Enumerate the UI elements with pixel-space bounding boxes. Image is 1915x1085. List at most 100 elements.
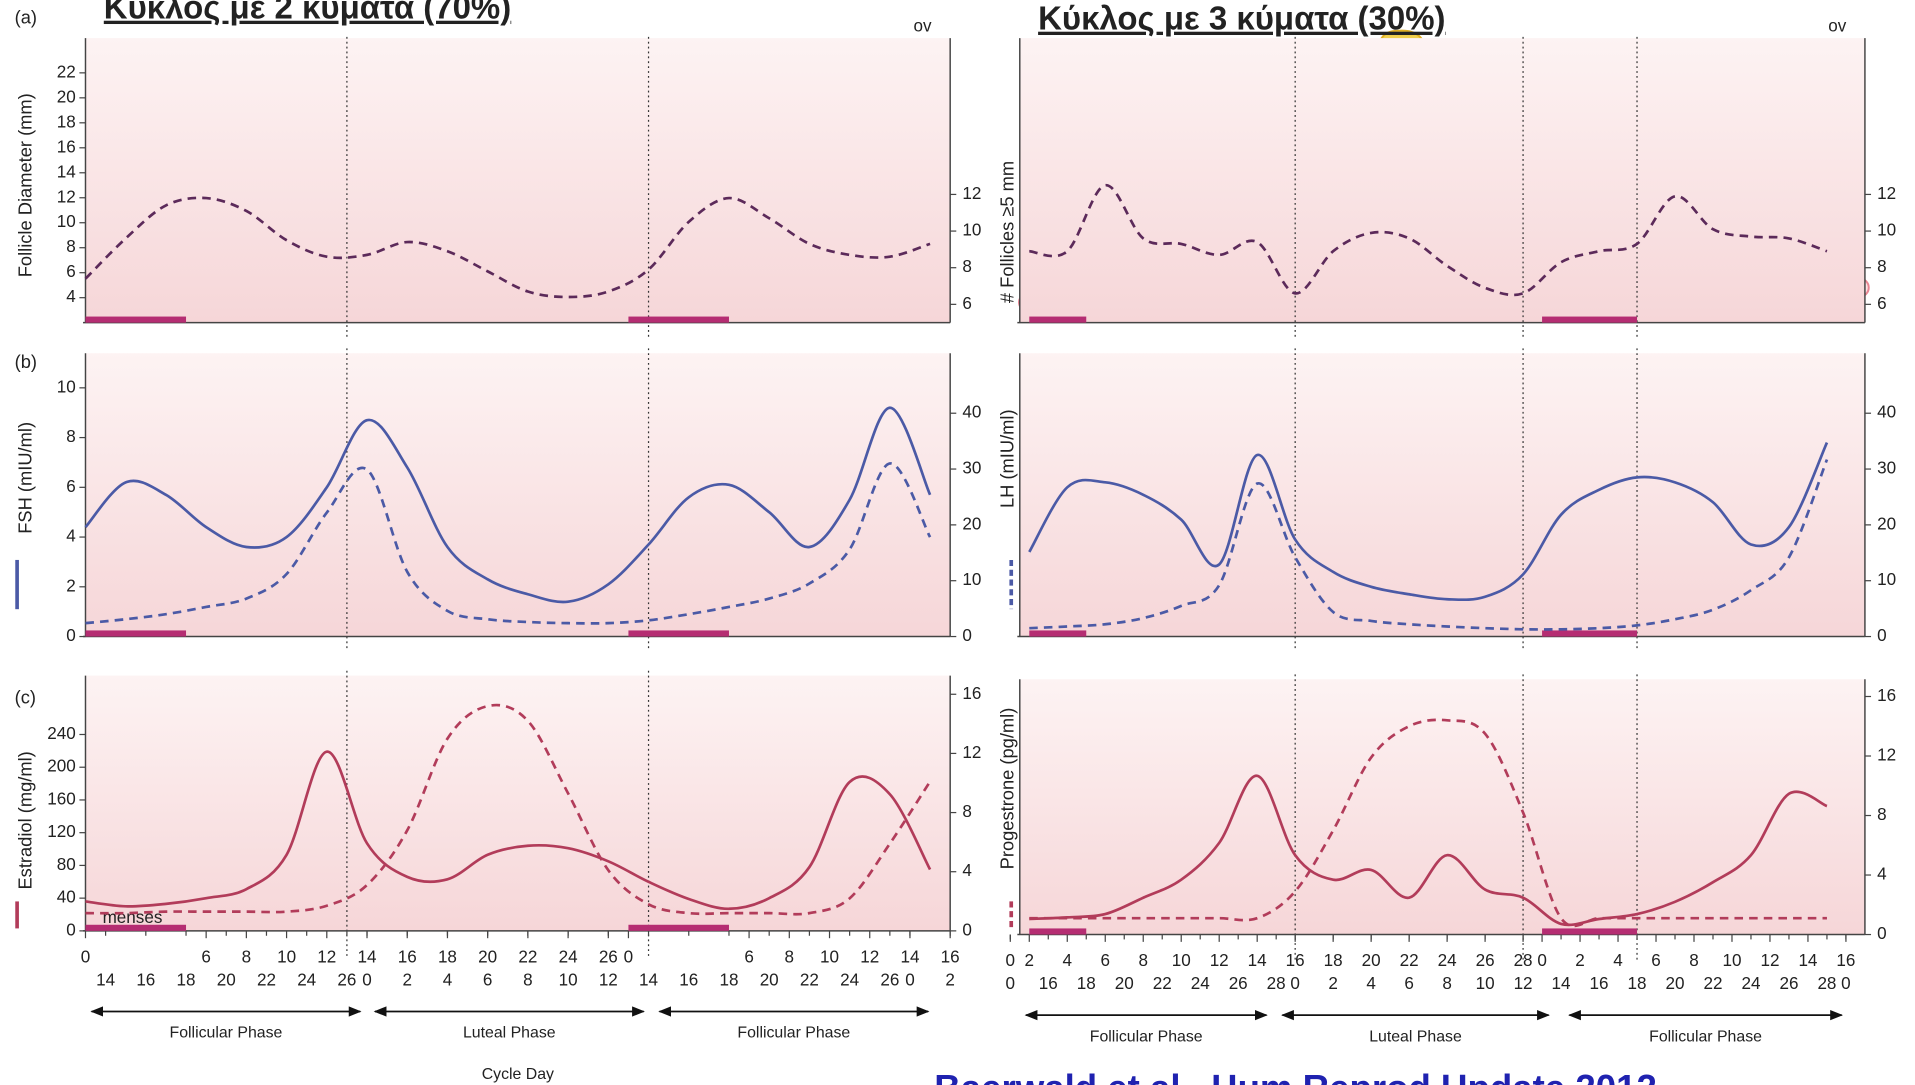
x-tick-label: 16: [679, 970, 698, 989]
phase-label: Follicular Phase: [1649, 1028, 1762, 1045]
plot-background: [85, 38, 951, 323]
y2-tick-label: 16: [962, 684, 981, 703]
x-tick-label: 10: [820, 947, 839, 966]
x-tick-label: 6: [744, 947, 753, 966]
x-tick-label: 6: [483, 970, 493, 989]
x-tick-label: 26: [599, 947, 618, 966]
menses-bar: [628, 924, 729, 931]
x-tick-label: 22: [1400, 951, 1419, 970]
x-tick-label: 0: [905, 970, 915, 989]
panel-label: (c): [15, 687, 36, 708]
plot-background: [1019, 38, 1865, 323]
y2-tick-label: 10: [1877, 570, 1896, 589]
y-axis-label: FSH (mIU/ml): [15, 422, 36, 534]
x-tick-label: 16: [941, 947, 960, 966]
y-tick-label: 12: [57, 187, 76, 206]
y2-tick-label: 16: [1877, 686, 1896, 705]
series-line: [1029, 774, 1828, 927]
y-tick-label: 20: [57, 87, 76, 106]
y2-tick-label: 12: [962, 184, 981, 203]
x-tick-label: 8: [1442, 974, 1451, 993]
x-tick-label: 24: [1191, 974, 1210, 993]
ovulation-label: ov: [1828, 17, 1846, 36]
x-tick-label: 28: [1817, 974, 1836, 993]
x-tick-label: 10: [559, 970, 578, 989]
x-tick-label: 26: [1779, 974, 1798, 993]
x-tick-label: 10: [1172, 951, 1191, 970]
y-tick-label: 160: [47, 789, 76, 808]
x-tick-label: 10: [277, 947, 296, 966]
x-tick-label: 6: [1651, 951, 1660, 970]
x-tick-label: 12: [599, 970, 618, 989]
x-tick-label: 10: [1476, 974, 1495, 993]
menses-bar: [85, 630, 187, 637]
x-tick-label: 12: [1514, 974, 1533, 993]
y2-tick-label: 0: [962, 626, 972, 645]
y2-tick-label: 12: [1877, 184, 1896, 203]
x-tick-label: 18: [719, 970, 738, 989]
y2-tick-label: 12: [962, 743, 981, 762]
y-tick-label: 10: [57, 212, 76, 231]
x-tick-label: 22: [518, 947, 537, 966]
x-tick-label: 14: [1552, 974, 1571, 993]
source: Baerwald et al., Hum Reprod Update 2012: [934, 1068, 1657, 1085]
x-tick-label: 14: [96, 970, 115, 989]
x-tick-label: 26: [880, 970, 899, 989]
series-line: [85, 703, 932, 916]
x-tick-label: 22: [800, 970, 819, 989]
x-tick-label: 0: [81, 947, 91, 966]
y-tick-label: 40: [57, 888, 76, 907]
y-tick-label: 6: [66, 262, 76, 281]
y2-tick-label: 8: [1877, 805, 1887, 824]
x-tick-label: 18: [177, 970, 196, 989]
menses-bar: [1029, 630, 1087, 637]
x-tick-label: 18: [1628, 974, 1647, 993]
x-tick-label: 2: [945, 970, 955, 989]
menses-bar: [85, 316, 187, 323]
y2-tick-label: 8: [1877, 257, 1887, 276]
x-tick-label: 20: [217, 970, 236, 989]
x-tick-label: 8: [785, 947, 795, 966]
menses-label: menses: [103, 908, 163, 927]
x-tick-label: 18: [1324, 951, 1343, 970]
x-tick-label: 10: [1722, 951, 1741, 970]
menses-bar: [1542, 316, 1638, 323]
series-line: [1028, 442, 1829, 602]
x-tick-label: 0: [1537, 951, 1546, 970]
x-tick-label: 8: [1689, 951, 1699, 970]
phase-label: Follicular Phase: [170, 1025, 283, 1042]
y-tick-label: 8: [66, 237, 76, 256]
x-tick-label: 0: [1841, 974, 1850, 993]
plots: Κύκλος με 2 κύματα (70%) (a) ov 4 6 8 10 12 14 16…: [15, 0, 1896, 1083]
x-tick-label: 24: [559, 947, 578, 966]
x-tick-label: 14: [639, 970, 658, 989]
y2-tick-label: 10: [1877, 221, 1896, 240]
x-tick-label: 22: [257, 970, 276, 989]
x-tick-label: 20: [1115, 974, 1134, 993]
x-tick-label: 14: [358, 947, 377, 966]
x-axis-label: Cycle Day: [482, 1066, 554, 1083]
x-tick-label: 16: [1039, 974, 1058, 993]
y2-tick-label: 30: [962, 459, 981, 478]
x-tick-label: 8: [242, 947, 252, 966]
x-tick-label: 22: [1703, 974, 1722, 993]
x-tick-label: 0: [1006, 974, 1016, 993]
y-tick-label: 4: [66, 527, 76, 546]
x-tick-label: 2: [1575, 951, 1584, 970]
x-tick-label: 4: [1613, 951, 1622, 970]
x-tick-label: 2: [402, 970, 412, 989]
y-tick-label: 0: [66, 920, 76, 939]
y2-tick-label: 8: [962, 257, 972, 276]
menses-bar: [1029, 316, 1087, 323]
menses-bar: [1029, 928, 1087, 935]
y-axis-label: Estradiol (mg/ml): [15, 751, 36, 889]
y-tick-label: 18: [57, 112, 76, 131]
y2-tick-label: 4: [1877, 865, 1887, 884]
x-tick-label: 12: [1210, 951, 1229, 970]
x-tick-label: 8: [523, 970, 533, 989]
y-tick-label: 2: [66, 576, 76, 595]
y2-axis-label: Progestrone (pg/ml): [997, 708, 1018, 870]
x-tick-label: 16: [1286, 951, 1305, 970]
y2-axis-label: LH (mIU/ml): [997, 409, 1018, 508]
